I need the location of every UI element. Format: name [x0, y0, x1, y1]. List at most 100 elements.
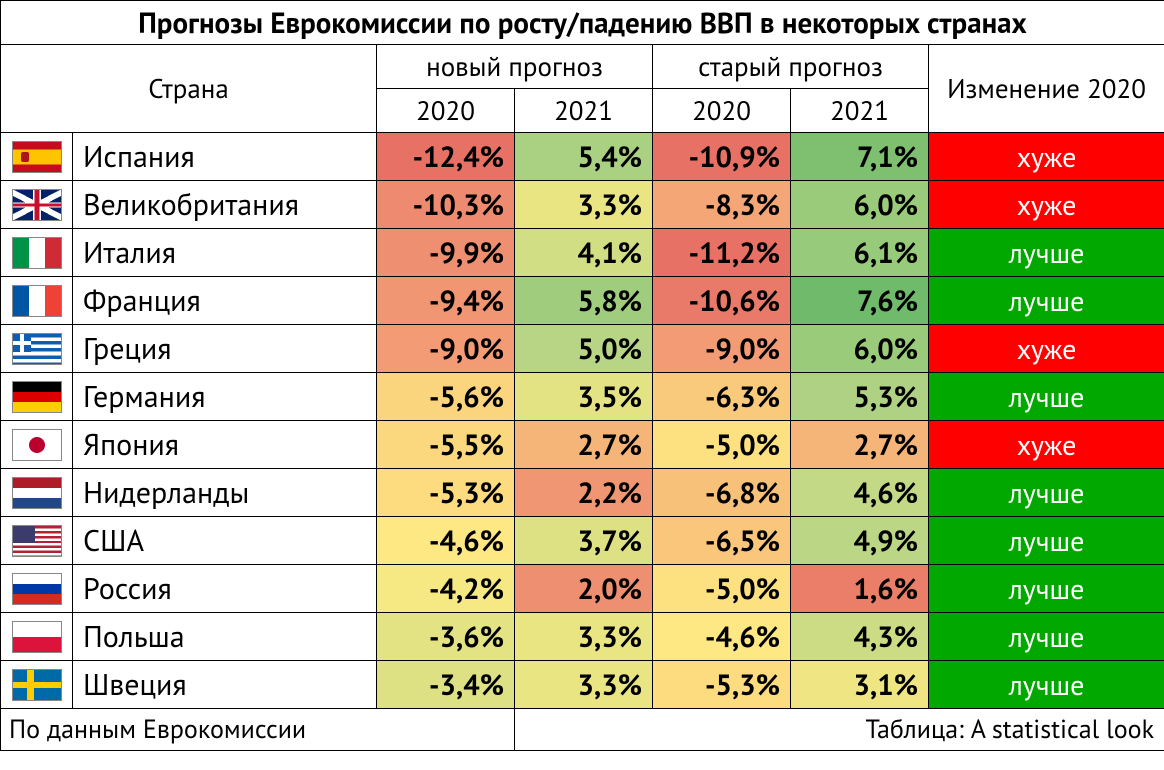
- change-value: лучше: [929, 277, 1164, 325]
- old-2020-value: -11,2%: [653, 229, 791, 277]
- flag-icon: [12, 381, 62, 413]
- table-row: Япония-5,5%2,7%-5,0%2,7%хуже: [1, 421, 1164, 469]
- country-name: Франция: [73, 277, 377, 325]
- new-2021-value: 2,0%: [515, 565, 653, 613]
- old-2020-value: -6,5%: [653, 517, 791, 565]
- flag-cell: [1, 229, 73, 277]
- change-value: хуже: [929, 133, 1164, 181]
- new-2020-value: -3,4%: [377, 661, 515, 709]
- flag-icon: [12, 333, 62, 365]
- old-2020-value: -5,0%: [653, 421, 791, 469]
- old-2021-value: 4,9%: [791, 517, 929, 565]
- change-value: хуже: [929, 325, 1164, 373]
- country-name: Россия: [73, 565, 377, 613]
- country-name: Швеция: [73, 661, 377, 709]
- footer-credit: Таблица: A statistical look: [515, 709, 1164, 751]
- new-2020-value: -5,5%: [377, 421, 515, 469]
- flag-cell: [1, 277, 73, 325]
- old-2021-value: 2,7%: [791, 421, 929, 469]
- header-old-forecast: старый прогноз: [653, 45, 929, 89]
- flag-cell: [1, 517, 73, 565]
- header-country: Страна: [1, 45, 377, 133]
- flag-icon: [12, 141, 62, 173]
- table-row: Великобритания-10,3%3,3%-8,3%6,0%хуже: [1, 181, 1164, 229]
- new-2020-value: -9,4%: [377, 277, 515, 325]
- country-name: Нидерланды: [73, 469, 377, 517]
- gdp-forecast-table: Прогнозы Еврокомиссии по росту/падению В…: [0, 0, 1164, 751]
- old-2021-value: 7,1%: [791, 133, 929, 181]
- flag-cell: [1, 133, 73, 181]
- old-2021-value: 5,3%: [791, 373, 929, 421]
- flag-icon: [12, 285, 62, 317]
- flag-icon: [12, 525, 62, 557]
- table-title: Прогнозы Еврокомиссии по росту/падению В…: [1, 1, 1164, 45]
- country-name: США: [73, 517, 377, 565]
- old-2020-value: -4,6%: [653, 613, 791, 661]
- old-2021-value: 6,0%: [791, 181, 929, 229]
- header-new-forecast: новый прогноз: [377, 45, 653, 89]
- table-row: Германия-5,6%3,5%-6,3%5,3%лучше: [1, 373, 1164, 421]
- new-2021-value: 3,3%: [515, 181, 653, 229]
- new-2021-value: 4,1%: [515, 229, 653, 277]
- flag-cell: [1, 469, 73, 517]
- table-row: Швеция-3,4%3,3%-5,3%3,1%лучше: [1, 661, 1164, 709]
- table-row: Греция-9,0%5,0%-9,0%6,0%хуже: [1, 325, 1164, 373]
- header-old-2021: 2021: [791, 89, 929, 133]
- new-2020-value: -5,3%: [377, 469, 515, 517]
- change-value: лучше: [929, 373, 1164, 421]
- change-value: лучше: [929, 613, 1164, 661]
- flag-cell: [1, 661, 73, 709]
- new-2021-value: 5,0%: [515, 325, 653, 373]
- change-value: лучше: [929, 565, 1164, 613]
- flag-icon: [12, 429, 62, 461]
- old-2021-value: 6,1%: [791, 229, 929, 277]
- flag-cell: [1, 373, 73, 421]
- flag-icon: [12, 573, 62, 605]
- flag-cell: [1, 421, 73, 469]
- change-value: лучше: [929, 229, 1164, 277]
- table-row: Россия-4,2%2,0%-5,0%1,6%лучше: [1, 565, 1164, 613]
- footer-row: По данным Еврокомиссии Таблица: A statis…: [1, 709, 1164, 751]
- flag-icon: [12, 669, 62, 701]
- country-name: Польша: [73, 613, 377, 661]
- country-name: Германия: [73, 373, 377, 421]
- new-2020-value: -4,6%: [377, 517, 515, 565]
- old-2021-value: 3,1%: [791, 661, 929, 709]
- change-value: лучше: [929, 517, 1164, 565]
- new-2021-value: 3,3%: [515, 661, 653, 709]
- flag-cell: [1, 565, 73, 613]
- old-2020-value: -10,9%: [653, 133, 791, 181]
- old-2020-value: -10,6%: [653, 277, 791, 325]
- flag-icon: [12, 189, 62, 221]
- old-2021-value: 7,6%: [791, 277, 929, 325]
- header-new-2021: 2021: [515, 89, 653, 133]
- new-2021-value: 3,5%: [515, 373, 653, 421]
- new-2021-value: 5,4%: [515, 133, 653, 181]
- new-2021-value: 5,8%: [515, 277, 653, 325]
- new-2021-value: 3,3%: [515, 613, 653, 661]
- old-2020-value: -6,8%: [653, 469, 791, 517]
- table-row: США-4,6%3,7%-6,5%4,9%лучше: [1, 517, 1164, 565]
- footer-source: По данным Еврокомиссии: [1, 709, 515, 751]
- table-row: Италия-9,9%4,1%-11,2%6,1%лучше: [1, 229, 1164, 277]
- new-2020-value: -4,2%: [377, 565, 515, 613]
- country-name: Япония: [73, 421, 377, 469]
- table-row: Франция-9,4%5,8%-10,6%7,6%лучше: [1, 277, 1164, 325]
- old-2020-value: -5,3%: [653, 661, 791, 709]
- new-2021-value: 3,7%: [515, 517, 653, 565]
- header-old-2020: 2020: [653, 89, 791, 133]
- flag-cell: [1, 325, 73, 373]
- header-change: Изменение 2020: [929, 45, 1164, 133]
- old-2021-value: 1,6%: [791, 565, 929, 613]
- new-2021-value: 2,7%: [515, 421, 653, 469]
- old-2021-value: 6,0%: [791, 325, 929, 373]
- change-value: хуже: [929, 181, 1164, 229]
- country-name: Греция: [73, 325, 377, 373]
- old-2020-value: -6,3%: [653, 373, 791, 421]
- table-row: Нидерланды-5,3%2,2%-6,8%4,6%лучше: [1, 469, 1164, 517]
- old-2021-value: 4,3%: [791, 613, 929, 661]
- country-name: Италия: [73, 229, 377, 277]
- flag-icon: [12, 237, 62, 269]
- flag-cell: [1, 613, 73, 661]
- change-value: хуже: [929, 421, 1164, 469]
